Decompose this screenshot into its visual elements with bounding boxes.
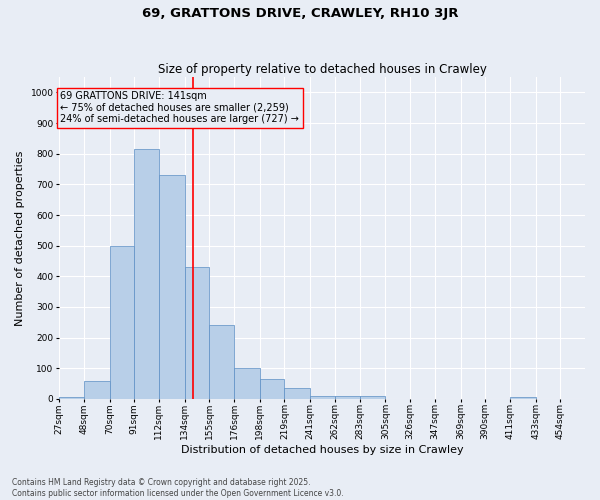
Text: Contains HM Land Registry data © Crown copyright and database right 2025.
Contai: Contains HM Land Registry data © Crown c… — [12, 478, 344, 498]
Y-axis label: Number of detached properties: Number of detached properties — [15, 150, 25, 326]
Text: 69, GRATTONS DRIVE, CRAWLEY, RH10 3JR: 69, GRATTONS DRIVE, CRAWLEY, RH10 3JR — [142, 8, 458, 20]
Bar — [310, 396, 335, 399]
Bar — [209, 326, 234, 399]
Bar — [84, 380, 110, 399]
Bar — [110, 246, 134, 399]
Bar — [260, 379, 284, 399]
Bar — [359, 396, 385, 399]
Bar — [284, 388, 310, 399]
X-axis label: Distribution of detached houses by size in Crawley: Distribution of detached houses by size … — [181, 445, 463, 455]
Text: 69 GRATTONS DRIVE: 141sqm
← 75% of detached houses are smaller (2,259)
24% of se: 69 GRATTONS DRIVE: 141sqm ← 75% of detac… — [60, 91, 299, 124]
Bar — [510, 398, 536, 399]
Bar — [159, 175, 185, 399]
Title: Size of property relative to detached houses in Crawley: Size of property relative to detached ho… — [158, 63, 487, 76]
Bar — [234, 368, 260, 399]
Bar — [59, 398, 84, 399]
Bar — [185, 267, 209, 399]
Bar — [335, 396, 359, 399]
Bar — [134, 149, 159, 399]
